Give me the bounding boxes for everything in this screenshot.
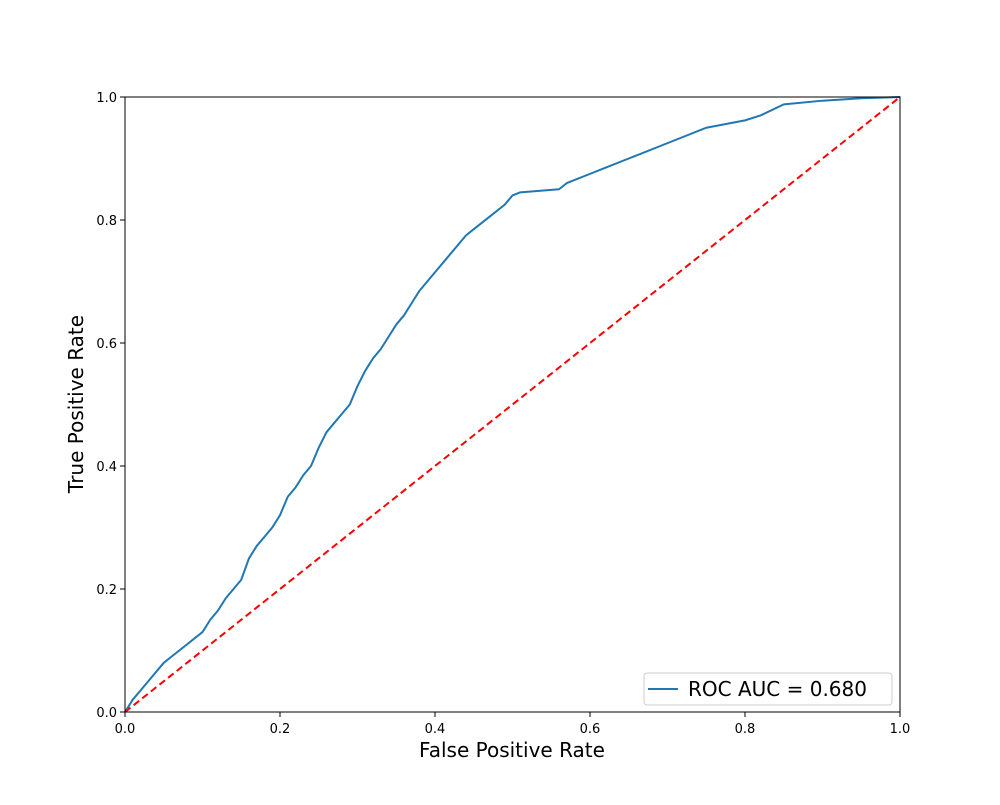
x-tick-label: 0.2	[270, 722, 291, 737]
plot-area: 0.0 0.2 0.4 0.6 0.8 1.0 0.0 0.2 0.4 0.6 0.8 1.0	[96, 91, 910, 737]
x-tick-label: 0.8	[735, 722, 756, 737]
x-tick-label: 0.6	[580, 722, 601, 737]
legend: ROC AUC = 0.680	[643, 672, 893, 706]
x-axis-label: False Positive Rate	[419, 738, 605, 762]
y-axis-label: True Positive Rate	[64, 315, 88, 494]
y-tick-label: 0.8	[96, 214, 117, 229]
legend-label: ROC AUC = 0.680	[688, 677, 867, 701]
axes-frame	[124, 96, 901, 713]
y-tick-label: 0.4	[96, 460, 117, 475]
roc-curve-line	[124, 96, 901, 713]
x-tick-label: 0.0	[115, 722, 136, 737]
y-tick-label: 0.6	[96, 337, 117, 352]
y-tick-label: 0.0	[96, 706, 117, 721]
x-tick-label: 1.0	[890, 722, 911, 737]
x-tick-label: 0.4	[425, 722, 446, 737]
legend-frame	[643, 672, 893, 706]
y-tick-label: 1.0	[96, 91, 117, 106]
chance-diagonal-line	[124, 96, 901, 713]
y-tick-label: 0.2	[96, 583, 117, 598]
